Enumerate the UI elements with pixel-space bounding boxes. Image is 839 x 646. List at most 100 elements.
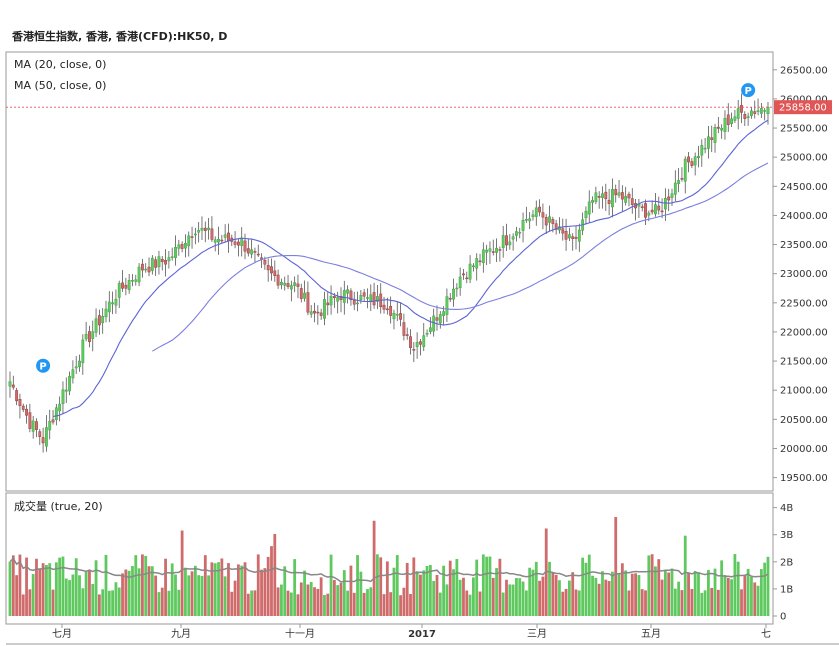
volume-bar [309, 582, 313, 616]
volume-bar [299, 582, 303, 616]
candle-body [604, 191, 608, 200]
candle-body [458, 276, 462, 288]
candle-body [323, 299, 326, 319]
price-tick-label: 22000.00 [780, 327, 828, 338]
volume-bar [465, 590, 469, 616]
candle-body [700, 145, 704, 156]
volume-bar [534, 561, 538, 616]
volume-bar [18, 554, 22, 616]
candle-body [475, 258, 479, 269]
candle-body [61, 389, 65, 404]
volume-bar [154, 575, 158, 616]
candle-body [114, 298, 118, 306]
volume-bar [246, 593, 250, 616]
volume-bar [405, 562, 409, 616]
volume-bar [584, 562, 588, 616]
time-tick-label: 五月 [641, 628, 661, 640]
candle-body [174, 246, 177, 258]
candle-body [577, 229, 581, 242]
volume-bar [21, 594, 25, 616]
volume-bar [485, 556, 489, 616]
volume-bar [342, 570, 346, 616]
volume-bar [395, 555, 399, 616]
volume-bar [369, 587, 373, 616]
candle-body [144, 268, 148, 271]
volume-bar [141, 554, 144, 616]
candle-body [624, 195, 628, 203]
candle-body [538, 206, 542, 213]
volume-bar [38, 569, 42, 616]
candle-body [561, 228, 565, 234]
volume-ma-line [9, 557, 769, 583]
volume-bar [193, 565, 197, 616]
candle-body [256, 253, 260, 256]
volume-bar [438, 592, 442, 616]
candle-body [147, 266, 151, 273]
candle-body [495, 247, 498, 253]
candle-body [227, 232, 230, 242]
candle-body [124, 284, 128, 289]
volume-bar [419, 574, 422, 616]
ma50-legend[interactable]: MA (50, close, 0) [14, 79, 107, 92]
volume-bar [283, 566, 287, 616]
volume-legend[interactable]: 成交量 (true, 20) [14, 500, 103, 513]
volume-bar [359, 571, 363, 616]
candle-body [250, 249, 254, 255]
volume-bar [91, 583, 95, 616]
candle-body [465, 277, 469, 280]
volume-bar [174, 574, 177, 616]
price-tick-label: 21500.00 [780, 357, 828, 368]
volume-bar [425, 565, 429, 616]
candle-body [58, 403, 62, 412]
volume-bar [117, 587, 121, 616]
price-tick-label: 20000.00 [780, 444, 828, 455]
volume-bar [528, 567, 532, 616]
volume-bar [759, 569, 763, 616]
volume-bar [710, 587, 714, 616]
ma20-legend[interactable]: MA (20, close, 0) [14, 58, 107, 71]
candle-body [491, 251, 495, 253]
candle-body [286, 283, 290, 287]
volume-bar [45, 564, 48, 616]
time-tick-label: 三月 [527, 628, 547, 640]
volume-bar [640, 589, 644, 616]
p-marker-circle [741, 83, 756, 98]
volume-bar [750, 576, 753, 616]
volume-bar [71, 574, 75, 616]
volume-bar [571, 572, 575, 616]
time-tick-label: 九月 [171, 628, 191, 640]
candle-body [677, 180, 681, 184]
volume-bar [233, 580, 237, 616]
volume-bar [458, 579, 462, 616]
candle-body [45, 427, 48, 447]
p-marker-label: P [39, 361, 46, 372]
chart-frames [5, 51, 839, 645]
volume-bar [111, 590, 115, 616]
volume-bar [306, 584, 310, 616]
volume-bar [213, 563, 217, 616]
volume-bar [700, 592, 704, 616]
volume-bar [620, 563, 624, 616]
volume-bar [293, 559, 297, 616]
volume-bar [210, 562, 214, 616]
candle-body [733, 116, 737, 121]
candle-body [647, 212, 651, 216]
volume-bar [673, 588, 677, 616]
candle-body [299, 288, 303, 299]
candle-body [743, 114, 747, 119]
candle-body [478, 260, 482, 263]
ma50-line [152, 162, 769, 352]
volume-tick-label: 3B [780, 530, 793, 541]
volume-tick-label: 2B [780, 557, 793, 568]
volume-bar [372, 520, 376, 616]
candle-body [68, 375, 71, 392]
volume-bar [177, 589, 181, 616]
candle-body [346, 289, 350, 294]
time-tick-label: 七月 [52, 628, 72, 640]
volume-bar [707, 569, 710, 616]
volume-bar [611, 571, 614, 616]
candle-body [402, 322, 406, 336]
volume-bar [376, 554, 379, 616]
candle-body [687, 156, 690, 163]
